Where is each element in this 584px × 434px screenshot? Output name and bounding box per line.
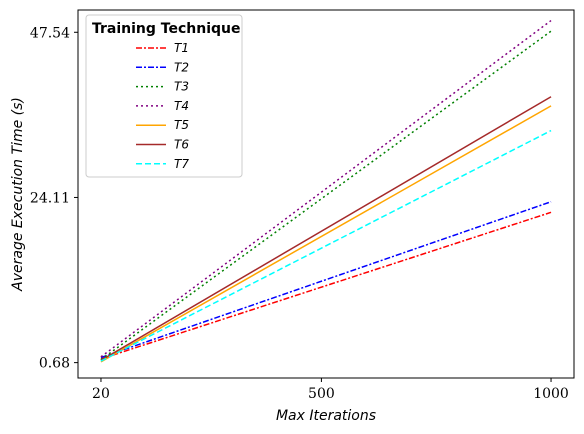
x-tick-label: 20 bbox=[92, 386, 110, 402]
y-tick-label: 24.11 bbox=[30, 190, 70, 206]
legend-items: T1 T2 T3 T4 T5 T6 T7 bbox=[136, 41, 189, 171]
series-line-t4 bbox=[100, 19, 552, 358]
x-axis-label: Max Iterations bbox=[276, 408, 376, 424]
legend-label-t7: T7 bbox=[174, 157, 189, 171]
legend-label-t2: T2 bbox=[174, 60, 189, 74]
series-line-t5 bbox=[100, 105, 552, 363]
legend-label-t1: T1 bbox=[174, 41, 189, 55]
series-line-t2 bbox=[100, 201, 552, 359]
legend-title: Training Technique bbox=[92, 21, 241, 37]
x-tick-label: 1000 bbox=[533, 386, 569, 402]
x-tick-label: 500 bbox=[308, 386, 335, 402]
series-line-t6 bbox=[100, 96, 552, 362]
series-line-t1 bbox=[100, 211, 552, 360]
legend-box bbox=[85, 14, 243, 178]
series-line-t7 bbox=[100, 129, 552, 362]
y-tick-label: 0.68 bbox=[39, 356, 70, 372]
y-ticks: 0.68 24.11 47.54 bbox=[30, 25, 78, 372]
y-axis-label: Average Execution Time (s) bbox=[10, 97, 26, 292]
legend-label-t4: T4 bbox=[174, 99, 189, 113]
legend: Training Technique T1 T2 T3 T4 T5 T6 T7 bbox=[85, 14, 243, 178]
series-layer bbox=[100, 19, 552, 363]
legend-label-t3: T3 bbox=[174, 80, 189, 94]
y-tick-label: 47.54 bbox=[30, 25, 70, 41]
x-ticks: 20 500 1000 bbox=[92, 378, 569, 402]
legend-label-t6: T6 bbox=[174, 138, 189, 152]
legend-label-t5: T5 bbox=[174, 118, 189, 132]
